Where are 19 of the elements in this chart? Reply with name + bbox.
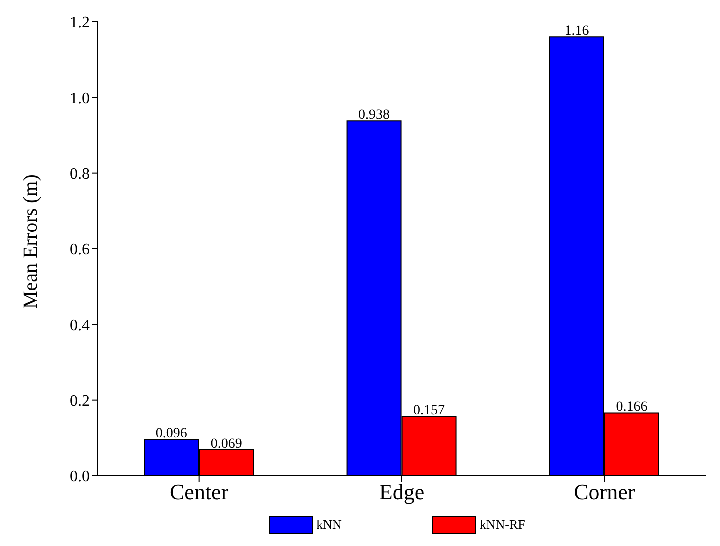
y-tick-label: 0.0 <box>70 468 90 486</box>
data-label: 0.157 <box>414 404 446 419</box>
data-label: 1.16 <box>564 24 590 40</box>
y-tick-label: 0.4 <box>70 317 90 334</box>
y-tick-label: 1.2 <box>70 14 90 32</box>
y-tick-label: 0.2 <box>70 393 90 410</box>
y-tick-label: 0.6 <box>70 242 90 259</box>
y-tick-label: 0.8 <box>70 166 90 184</box>
x-tick-label: Edge <box>379 480 425 505</box>
x-tick-label: Center <box>170 480 230 505</box>
x-tick-label: Corner <box>574 480 636 505</box>
data-label: 0.096 <box>156 426 188 442</box>
y-axis-title: Mean Errors (m) <box>20 174 42 309</box>
data-label: 0.166 <box>616 400 648 416</box>
data-label: 0.069 <box>210 436 242 452</box>
legend-label: kNN <box>316 517 342 533</box>
data-label: 0.938 <box>358 108 390 124</box>
y-tick-label: 1.0 <box>70 90 90 108</box>
legend-label: kNN-RF <box>480 517 526 533</box>
